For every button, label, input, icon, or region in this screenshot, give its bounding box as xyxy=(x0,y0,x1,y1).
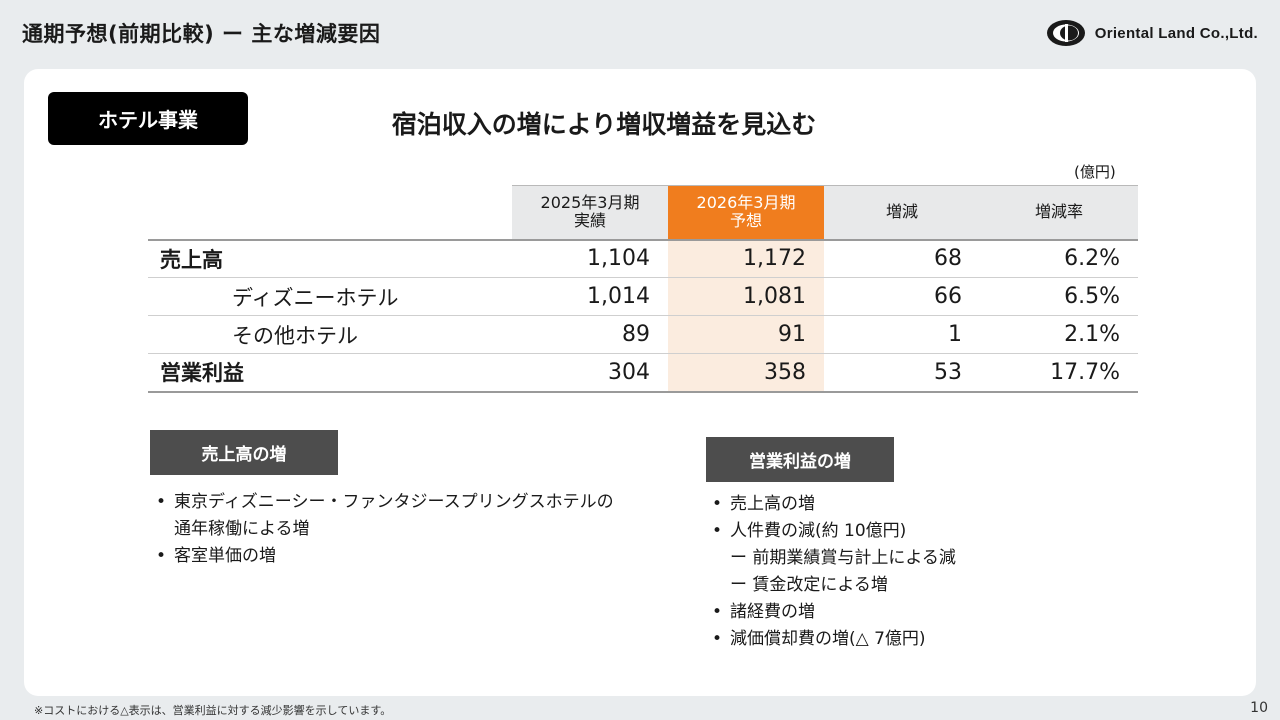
list-item: 売上高の増 xyxy=(710,491,1110,518)
table-header-row: 2025年3月期 実績 2026年3月期 予想 増減 増減率 xyxy=(148,185,1138,241)
cell-value: 91 xyxy=(668,315,824,354)
table-row: 売上高 1,104 1,172 68 6.2% xyxy=(148,239,1138,278)
content-card: ホテル事業 宿泊収入の増により増収増益を見込む (億円) 2025年3月期 実績… xyxy=(24,69,1256,696)
column-header-fy2026: 2026年3月期 予想 xyxy=(668,185,824,241)
cell-value: 66 xyxy=(824,277,980,316)
column-header-line: 増減 xyxy=(885,202,918,222)
row-label: ディズニーホテル xyxy=(148,277,512,316)
headline: 宿泊収入の増により増収増益を見込む xyxy=(391,110,817,139)
row-label: 売上高 xyxy=(148,239,512,278)
company-logo: Oriental Land Co.,Ltd. xyxy=(1045,18,1258,48)
cell-value: 53 xyxy=(824,353,980,393)
column-header-change: 増減 xyxy=(824,185,980,241)
cell-value: 6.2% xyxy=(980,239,1138,278)
list-item: 東京ディズニーシー・ファンタジースプリングスホテルの xyxy=(154,489,654,516)
list-item: 減価償却費の増(△ 7億円) xyxy=(710,626,1110,653)
profit-section-title: 営業利益の増 xyxy=(706,437,894,482)
table-header-blank xyxy=(148,185,512,241)
unit-label: (億円) xyxy=(1074,163,1116,181)
column-header-line: 増減率 xyxy=(1034,202,1083,222)
list-item: ー 前期業績賞与計上による減 xyxy=(730,548,956,568)
table-row: 営業利益 304 358 53 17.7% xyxy=(148,353,1138,393)
profit-reasons-list: 売上高の増 人件費の減(約 10億円) ー 前期業績賞与計上による減 ー 賃金改… xyxy=(710,491,1110,653)
list-item: 諸経費の増 xyxy=(710,599,1110,626)
row-label: 営業利益 xyxy=(148,353,512,393)
column-header-line: 2025年3月期 xyxy=(540,192,640,212)
column-header-fy2025: 2025年3月期 実績 xyxy=(512,185,668,241)
cell-value: 1,104 xyxy=(512,239,668,278)
cell-value: 1 xyxy=(824,315,980,354)
column-header-line: 予想 xyxy=(729,211,762,231)
segment-tag: ホテル事業 xyxy=(48,92,248,145)
cell-value: 1,081 xyxy=(668,277,824,316)
column-header-line: 実績 xyxy=(573,211,606,231)
footnote: ※コストにおける△表示は、営業利益に対する減少影響を示しています。 xyxy=(34,704,392,717)
company-logo-icon xyxy=(1046,20,1085,46)
cell-value: 1,172 xyxy=(668,239,824,278)
table-row: ディズニーホテル 1,014 1,081 66 6.5% xyxy=(148,277,1138,316)
cell-value: 89 xyxy=(512,315,668,354)
column-header-change-rate: 増減率 xyxy=(980,185,1138,241)
list-item: ー 賃金改定による増 xyxy=(730,575,888,595)
cell-value: 2.1% xyxy=(980,315,1138,354)
cell-value: 358 xyxy=(668,353,824,393)
list-item: 客室単価の増 xyxy=(154,543,654,570)
list-item: 通年稼働による増 xyxy=(174,519,310,539)
cell-value: 1,014 xyxy=(512,277,668,316)
page-number: 10 xyxy=(1250,700,1268,716)
company-name: Oriental Land Co.,Ltd. xyxy=(1094,24,1258,42)
sales-section-title: 売上高の増 xyxy=(150,430,338,475)
financial-table: 2025年3月期 実績 2026年3月期 予想 増減 増減率 売上高 1,104 xyxy=(148,185,1138,393)
cell-value: 17.7% xyxy=(980,353,1138,393)
row-label: その他ホテル xyxy=(148,315,512,354)
list-item: 人件費の減(約 10億円) xyxy=(710,518,1110,545)
sales-reasons-list: 東京ディズニーシー・ファンタジースプリングスホテルの 通年稼働による増 客室単価… xyxy=(154,489,654,570)
page-title: 通期予想(前期比較) ー 主な増減要因 xyxy=(22,22,381,46)
cell-value: 304 xyxy=(512,353,668,393)
column-header-line: 2026年3月期 xyxy=(696,192,796,212)
cell-value: 6.5% xyxy=(980,277,1138,316)
table-row: その他ホテル 89 91 1 2.1% xyxy=(148,315,1138,354)
cell-value: 68 xyxy=(824,239,980,278)
